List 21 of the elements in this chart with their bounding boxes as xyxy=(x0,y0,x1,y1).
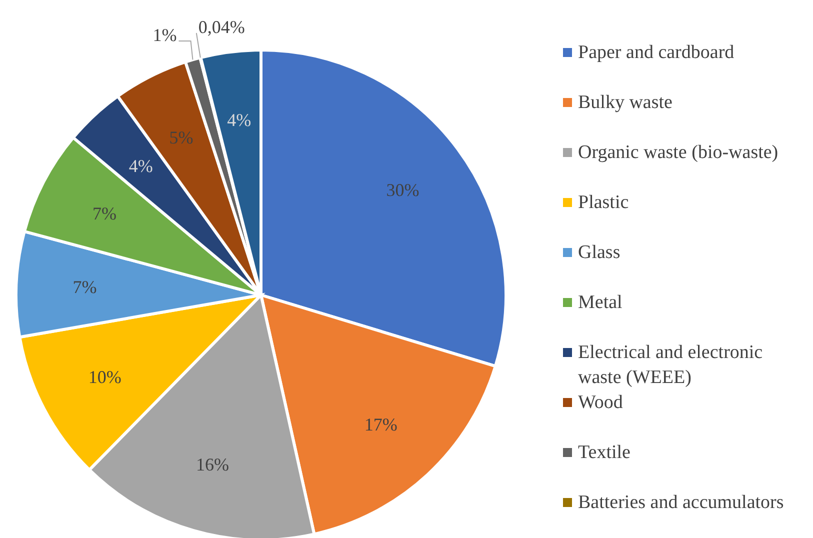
legend-label: Plastic xyxy=(578,191,630,215)
legend-label: Electrical and electronic waste (WEEE) xyxy=(578,341,764,390)
legend-label: Textile xyxy=(578,441,632,465)
data-label: 7% xyxy=(72,277,97,298)
legend-label: Bulky waste xyxy=(578,91,674,115)
legend-label: Paper and cardboard xyxy=(578,41,736,65)
data-label: 4% xyxy=(227,110,252,130)
data-label: 7% xyxy=(92,204,117,224)
data-label: 5% xyxy=(169,128,194,148)
data-label: 4% xyxy=(128,156,153,176)
legend-label: Organic waste (bio-waste) xyxy=(578,141,780,165)
legend-label: Glass xyxy=(578,241,622,265)
legend-label: Wood xyxy=(578,391,624,415)
data-label: 16% xyxy=(196,454,229,475)
data-label: 1% xyxy=(152,25,177,45)
data-label: 17% xyxy=(364,414,398,434)
legend-label: Batteries and accumulators xyxy=(578,491,785,515)
legend-label: Metal xyxy=(578,291,624,315)
data-label: 10% xyxy=(88,367,122,388)
data-label: 0,04% xyxy=(198,17,245,37)
data-label: 30% xyxy=(386,180,420,200)
